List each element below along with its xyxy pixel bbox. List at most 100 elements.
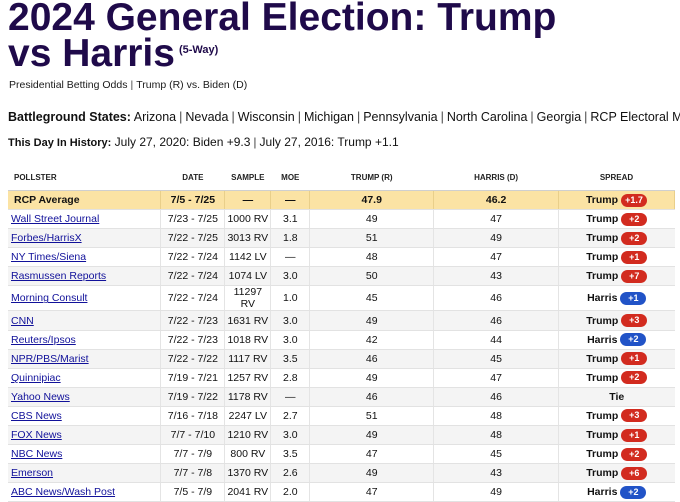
header-spread[interactable]: SPREAD [558,164,675,191]
pollster-cell: Rasmussen Reports [8,266,162,287]
harris-cell: 47 [433,368,560,388]
trump-cell: 45 [309,285,435,312]
table-row: NBC News 7/7 - 7/9 800 RV 3.5 47 45 Trump +2 [8,444,675,465]
spread-badge: +1 [621,428,648,442]
date-cell: 7/22 - 7/24 [160,247,226,268]
trump-cell: 51 [309,406,435,427]
pollster-link[interactable]: CBS News [11,409,62,422]
pollster-link[interactable]: Wall Street Journal [11,213,100,226]
table-row: Wall Street Journal 7/23 - 7/25 1000 RV 3.1… [8,209,675,230]
trump-cell: 49 [309,209,435,230]
trump-cell: 46 [309,349,435,369]
electoral-map-link[interactable]: RCP Electoral Map [590,110,680,124]
date-cell: 7/22 - 7/23 [160,330,226,350]
pollster-link[interactable]: Quinnipiac [11,371,61,384]
pollster-cell: Forbes/HarrisX [8,228,162,249]
date-cell: 7/22 - 7/24 [160,285,226,312]
pollster-cell: ABC News/Wash Post [8,482,162,502]
date-cell: 7/22 - 7/22 [160,349,226,369]
spread-badge: +6 [621,466,648,480]
battleground-link-wisconsin[interactable]: Wisconsin [237,110,295,124]
table-row: Morning Consult 7/22 - 7/24 11297 RV 1.0 45 4… [8,285,675,312]
pollster-link[interactable]: FOX News [11,429,62,442]
spread-cell: Harris +2 [558,330,675,350]
date-cell: 7/22 - 7/23 [160,310,226,331]
date-cell: 7/23 - 7/25 [160,209,226,230]
spread-badge: +2 [621,447,648,461]
moe-cell: 3.0 [270,425,311,446]
date-cell: 7/7 - 7/9 [160,444,226,465]
moe-cell: 3.5 [270,444,311,465]
date-cell: 7/16 - 7/18 [160,406,226,427]
pollster-link[interactable]: ABC News/Wash Post [11,486,116,499]
table-row: CNN 7/22 - 7/23 1631 RV 3.0 49 46 Trump +3 [8,310,675,331]
pollster-link[interactable]: Emerson [11,467,54,480]
moe-cell: 1.0 [270,285,311,312]
header-pollster[interactable]: POLLSTER [8,164,161,191]
harris-cell: 43 [433,266,560,287]
spread-cell: Trump +3 [558,406,675,427]
average-trump: 47.9 [309,190,435,211]
pollster-link[interactable]: NBC News [11,448,63,461]
spread-badge: +1 [620,291,647,305]
separator: | [253,135,257,149]
spread-cell: Trump +2 [558,368,675,388]
pollster-link[interactable]: NY Times/Siena [11,251,87,264]
table-row: Emerson 7/7 - 7/8 1370 RV 2.6 49 43 Trump +6 [8,463,675,484]
spread-cell: Harris +1 [558,285,675,312]
history-item-2020[interactable]: July 27, 2020: Biden +9.3 [114,135,251,149]
page-title-suffix: (5-Way) [178,43,219,56]
moe-cell: 3.0 [270,310,311,331]
header-moe[interactable]: MOE [270,164,310,191]
average-spread: Trump +1.7 [558,190,675,211]
header-sample[interactable]: SAMPLE [224,164,271,191]
pollster-link[interactable]: CNN [11,314,34,327]
trump-cell: 47 [309,482,435,502]
spread-badge: +1 [621,250,648,264]
spread-name: Trump [586,371,619,384]
pollster-link[interactable]: Rasmussen Reports [11,270,107,283]
spread-cell: Trump +6 [558,463,675,484]
pollster-link[interactable]: Yahoo News [11,390,70,403]
spread-name: Trump [585,194,619,207]
sample-cell: 1018 RV [224,330,272,350]
harris-cell: 47 [433,247,560,268]
separator: | [130,79,134,91]
sample-cell: 800 RV [224,444,272,465]
table-row: FOX News 7/7 - 7/10 1210 RV 3.0 49 48 Trump +1 [8,425,675,446]
trump-cell: 49 [309,368,435,388]
trump-biden-link[interactable]: Trump (R) vs. Biden (D) [136,79,248,91]
sample-cell: 1370 RV [224,463,272,484]
moe-cell: 2.7 [270,406,311,427]
betting-odds-link[interactable]: Presidential Betting Odds [9,79,128,91]
average-pollster: RCP Average [8,190,162,211]
table-header-row: POLLSTER DATE SAMPLE MOE TRUMP (R) HARRI… [8,164,675,191]
spread-badge: +1.7 [621,193,648,207]
date-cell: 7/22 - 7/24 [160,266,226,287]
page-title-line2: vs Harris [8,32,175,75]
header-harris[interactable]: HARRIS (D) [433,164,559,191]
pollster-link[interactable]: Forbes/HarrisX [11,232,82,245]
pollster-link[interactable]: Morning Consult [11,292,88,305]
battleground-link-nevada[interactable]: Nevada [185,110,229,124]
battleground-link-georgia[interactable]: Georgia [536,110,582,124]
battleground-link-arizona[interactable]: Arizona [133,110,177,124]
sample-cell: 3013 RV [224,228,272,249]
header-trump[interactable]: TRUMP (R) [309,164,434,191]
average-harris: 46.2 [433,190,560,211]
battleground-link-michigan[interactable]: Michigan [303,110,354,124]
separator: | [297,110,301,124]
date-cell: 7/5 - 7/9 [160,482,226,502]
history-item-2016[interactable]: July 27, 2016: Trump +1.1 [259,135,399,149]
table-row: Forbes/HarrisX 7/22 - 7/25 3013 RV 1.8 51 49 T… [8,228,675,249]
battleground-link-north-carolina[interactable]: North Carolina [446,110,528,124]
pollster-link[interactable]: NPR/PBS/Marist [11,352,89,365]
pollster-cell: NPR/PBS/Marist [8,349,162,369]
pollster-cell: Wall Street Journal [8,209,162,230]
spread-cell: Trump +2 [558,444,675,465]
header-date[interactable]: DATE [160,164,225,191]
battleground-link-pennsylvania[interactable]: Pennsylvania [363,110,438,124]
spread-name: Harris [587,333,618,346]
separator: | [356,110,361,124]
pollster-link[interactable]: Reuters/Ipsos [11,333,76,346]
